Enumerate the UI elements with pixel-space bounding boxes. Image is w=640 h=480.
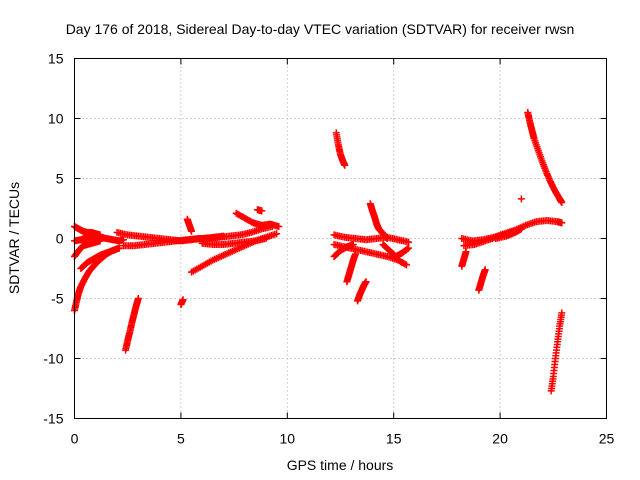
y-tick-label: 10 (48, 111, 64, 127)
data-point (275, 223, 283, 230)
series-trace-22 (379, 241, 413, 260)
series-trace-18 (330, 241, 357, 260)
data-point (383, 235, 391, 242)
y-tick-label: 5 (56, 171, 64, 187)
series-trace-8 (122, 295, 142, 354)
data-point (558, 309, 566, 317)
series-trace-13 (232, 209, 283, 230)
series-trace-26 (475, 266, 489, 294)
data-point (262, 235, 270, 242)
data-point (341, 161, 349, 169)
axis-ticks: 0 5 10 15 20 25 -15 -10 -5 0 5 10 15 (43, 51, 614, 447)
y-tick-label: 15 (48, 51, 64, 67)
series-trace-19 (343, 250, 359, 286)
data-point (402, 261, 410, 269)
series-trace-12 (198, 235, 270, 248)
plot-frame (74, 58, 607, 419)
data-point (517, 195, 525, 203)
series-trace-20 (354, 278, 370, 305)
data-point (188, 227, 196, 235)
y-tick-label: -15 (43, 411, 63, 427)
y-tick-label: -10 (43, 351, 63, 367)
data-point (179, 296, 187, 304)
y-tick-label: 0 (56, 231, 64, 247)
series-trace-9 (177, 296, 187, 308)
x-tick-label: 25 (599, 431, 615, 447)
chart-title: Day 176 of 2018, Sidereal Day-to-day VTE… (65, 21, 575, 37)
data-point (349, 241, 357, 248)
data-point (351, 250, 359, 258)
x-tick-label: 5 (177, 431, 185, 447)
data-point (115, 244, 123, 252)
data-point (462, 248, 470, 256)
data-point (362, 278, 370, 286)
series-trace-27 (492, 225, 525, 242)
series-trace-28 (517, 195, 525, 203)
data-point (273, 230, 281, 238)
series-trace-23 (458, 248, 470, 270)
series-trace-14 (254, 206, 266, 215)
data-point (405, 238, 413, 246)
series-trace-29 (524, 109, 566, 206)
data-point (558, 219, 566, 227)
data-points (71, 109, 566, 395)
data-point (481, 266, 489, 274)
x-tick-label: 10 (280, 431, 296, 447)
data-point (401, 260, 409, 268)
data-point (96, 237, 104, 245)
data-point (558, 199, 566, 206)
data-point (258, 207, 266, 215)
x-tick-label: 15 (386, 431, 402, 447)
series-trace-21 (366, 200, 391, 242)
data-point (404, 245, 412, 253)
data-point (517, 225, 525, 233)
data-point (134, 295, 142, 302)
x-tick-label: 0 (71, 431, 79, 447)
data-point (405, 244, 413, 252)
x-axis-label: GPS time / hours (286, 457, 394, 473)
series-trace-30 (547, 309, 566, 395)
y-tick-label: -5 (51, 291, 64, 307)
series-trace-10 (183, 215, 196, 235)
series-trace-5 (77, 244, 123, 272)
series-trace-15 (332, 129, 349, 169)
x-tick-label: 20 (492, 431, 508, 447)
